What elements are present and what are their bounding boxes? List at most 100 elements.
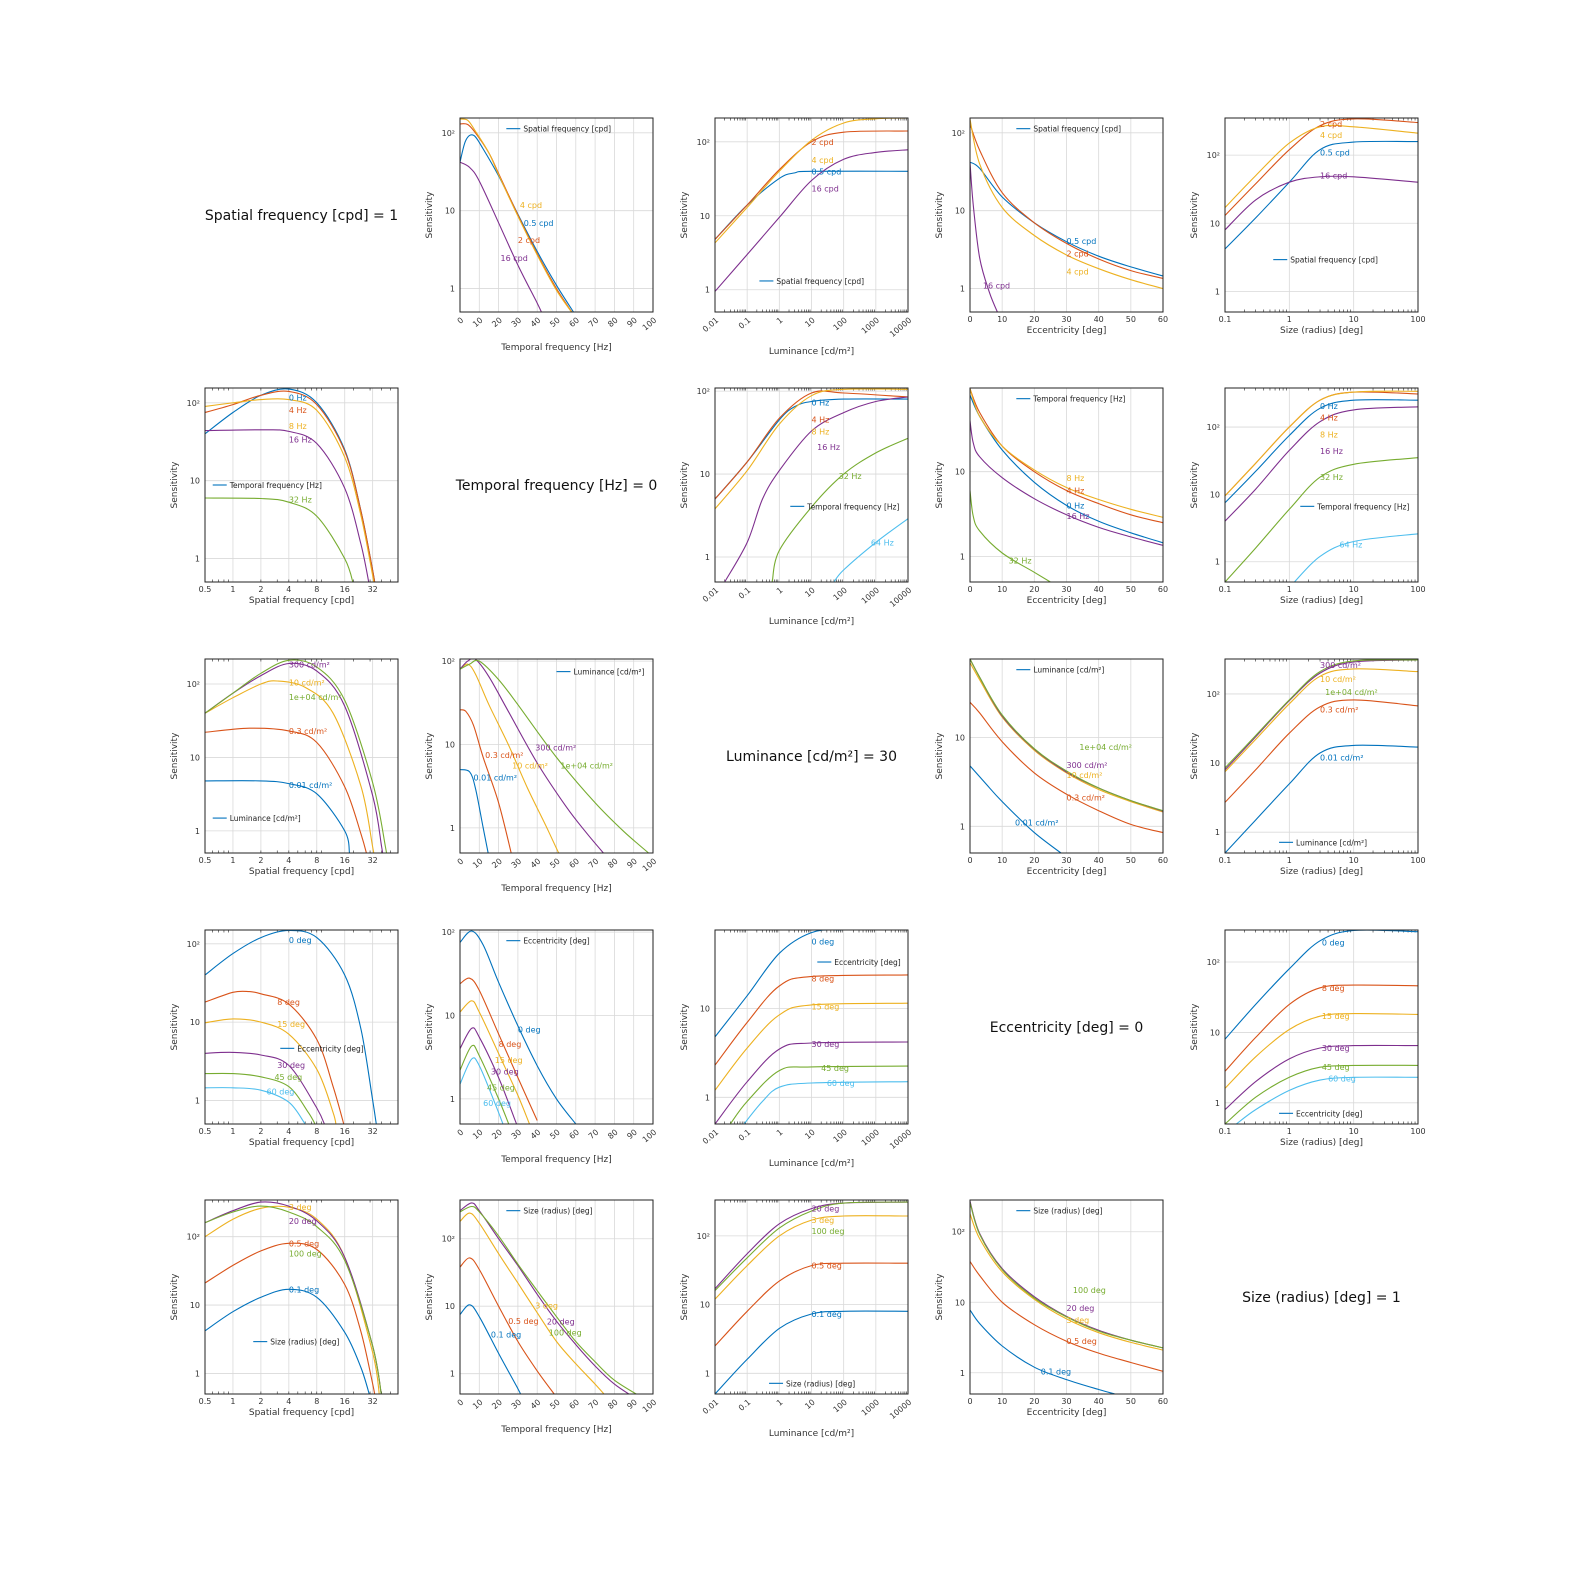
series-label: 4 Hz (1067, 486, 1085, 495)
y-tick-label: 10² (442, 657, 455, 666)
y-tick-label: 10 (445, 1302, 455, 1311)
series-line-3 (460, 659, 605, 853)
y-tick-label: 10 (955, 734, 965, 743)
series-label: 8 deg (277, 998, 300, 1007)
series-line-4 (1225, 1064, 1418, 1124)
series-line-0 (970, 1309, 1115, 1394)
x-tick-label: 50 (548, 1398, 562, 1411)
legend-label: Temporal frequency [Hz] (1032, 395, 1125, 404)
series-line-1 (715, 390, 908, 500)
x-tick-label: 1 (230, 856, 235, 865)
series-label: 8 deg (812, 974, 835, 983)
x-tick-label: 40 (1094, 315, 1104, 324)
series-label: 16 cpd (812, 184, 839, 193)
legend-label: Spatial frequency [cpd] (1033, 125, 1121, 134)
series-line-2 (460, 1000, 531, 1124)
series-line-3 (1225, 175, 1418, 231)
series-line-1 (970, 1261, 1163, 1372)
y-tick-label: 10 (1210, 490, 1220, 499)
y-axis-label: Sensitivity (425, 191, 435, 239)
series-label: 0.5 deg (508, 1317, 538, 1326)
legend: Size (radius) [deg] (253, 1338, 340, 1347)
series-label: 8 deg (1322, 984, 1345, 993)
series-line-3 (1225, 406, 1418, 522)
subplot-lum-vs-size: 0.1 1 10 100 1 10 10² Size (radius) [deg] Sensit… (1190, 658, 1426, 877)
x-tick-label: 70 (587, 1398, 601, 1411)
fixed-parameter-label: Luminance [cd/m²] = 30 (726, 749, 897, 765)
plot-area (205, 930, 398, 1124)
series-label: 8 Hz (1320, 431, 1338, 440)
series-label: 0.5 deg (812, 1262, 842, 1271)
x-tick-label: 0.01 (701, 1398, 720, 1416)
series-label: 4 cpd (520, 201, 542, 210)
series-label: 0 deg (812, 938, 835, 947)
legend: Eccentricity [deg] (1279, 1109, 1363, 1118)
plot-frame (459, 658, 654, 854)
series-line-2 (970, 1213, 1163, 1351)
x-tick-label: 0.5 (199, 856, 212, 865)
series-label: 0.3 cd/m² (485, 751, 523, 760)
series-line-5 (205, 1087, 306, 1124)
y-tick-label: 10 (445, 741, 455, 750)
series-line-2 (205, 680, 375, 853)
series-label: 0.3 cd/m² (1067, 794, 1105, 803)
legend-label: Size (radius) [deg] (270, 1338, 339, 1347)
series-line-4 (460, 1205, 638, 1394)
x-tick-label: 10 (471, 1398, 485, 1411)
y-axis-label: Sensitivity (170, 1003, 180, 1051)
plot-area (205, 388, 398, 582)
plot-frame (714, 1199, 909, 1395)
x-tick-label: 10000 (888, 1128, 913, 1151)
series-line-1 (1225, 699, 1418, 803)
series-line-3 (1225, 659, 1418, 771)
x-tick-label: 1 (230, 1127, 235, 1136)
series-label: 0 Hz (812, 398, 830, 407)
x-tick-label: 60 (1158, 315, 1168, 324)
series-label: 0.5 deg (289, 1239, 319, 1248)
series-label: 0.1 deg (812, 1310, 842, 1319)
series-label: 2 cpd (518, 236, 540, 245)
x-tick-label: 32 (368, 856, 378, 865)
subplot-tf-vs-sf: 0.5 1 2 4 8 16 32 1 10 10² Spatial frequency [cpd]… (170, 387, 399, 606)
series-label: 300 cd/m² (1320, 661, 1361, 670)
series-line-3 (970, 420, 1163, 546)
y-axis-label: Sensitivity (1190, 732, 1200, 780)
series-line-1 (970, 701, 1163, 834)
series-line-2 (970, 118, 1163, 290)
legend-label: Luminance [cd/m²] (230, 814, 301, 823)
x-tick-label: 20 (490, 1128, 504, 1141)
series-label: 60 deg (267, 1088, 295, 1097)
y-tick-label: 10² (952, 129, 965, 138)
series-line-2 (460, 118, 573, 312)
series-group (970, 659, 1163, 853)
x-tick-label: 80 (606, 1398, 620, 1411)
plot-frame (459, 929, 654, 1125)
x-tick-label: 50 (1126, 1397, 1136, 1406)
legend: Spatial frequency [cpd] (1016, 125, 1121, 134)
series-label: 0.3 cd/m² (1320, 705, 1358, 714)
series-line-4 (771, 437, 908, 582)
y-axis-label: Sensitivity (170, 1273, 180, 1321)
x-tick-label: 10 (1349, 585, 1359, 594)
series-label: 16 Hz (817, 443, 840, 452)
series-label: 16 Hz (289, 436, 312, 445)
x-axis-label: Eccentricity [deg] (1027, 326, 1107, 336)
y-axis-label: Sensitivity (170, 732, 180, 780)
y-tick-label: 1 (1215, 828, 1220, 837)
y-tick-label: 10² (697, 138, 710, 147)
series-line-2 (715, 1002, 908, 1091)
x-tick-label: 1000 (860, 586, 881, 606)
series-label: 4 cpd (1067, 268, 1089, 277)
y-tick-label: 1 (960, 552, 965, 561)
x-tick-label: 1 (230, 1397, 235, 1406)
legend-label: Size (radius) [deg] (523, 1207, 592, 1216)
series-label: 45 deg (821, 1064, 849, 1073)
x-tick-label: 20 (1029, 315, 1039, 324)
series-label: 32 Hz (289, 496, 312, 505)
x-tick-label: 50 (1126, 315, 1136, 324)
legend-label: Spatial frequency [cpd] (523, 125, 611, 134)
series-group (970, 388, 1163, 582)
x-tick-label: 30 (510, 316, 524, 329)
series-line-1 (970, 123, 1163, 279)
x-tick-label: 10000 (888, 586, 913, 609)
